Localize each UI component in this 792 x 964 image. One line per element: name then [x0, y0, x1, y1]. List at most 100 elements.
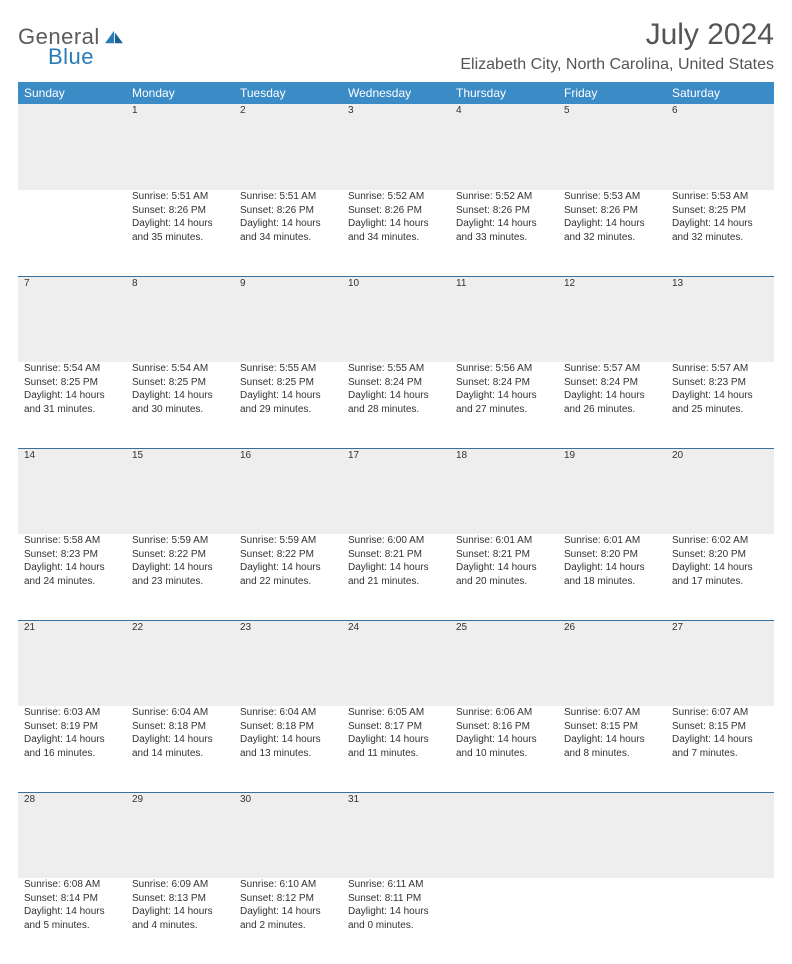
day-cell: Sunrise: 5:53 AMSunset: 8:25 PMDaylight:…	[666, 190, 774, 276]
day-number-cell: 15	[126, 448, 234, 534]
weekday-header: Wednesday	[342, 82, 450, 104]
sunrise-line: Sunrise: 6:09 AM	[132, 878, 228, 892]
day-cell: Sunrise: 5:55 AMSunset: 8:25 PMDaylight:…	[234, 362, 342, 448]
weekday-header: Tuesday	[234, 82, 342, 104]
sunrise-line: Sunrise: 6:05 AM	[348, 706, 444, 720]
sunset-line: Sunset: 8:22 PM	[240, 548, 336, 562]
day-number-cell: 23	[234, 620, 342, 706]
sunset-line: Sunset: 8:25 PM	[132, 376, 228, 390]
day-cell: Sunrise: 6:07 AMSunset: 8:15 PMDaylight:…	[558, 706, 666, 792]
day-number-cell: 31	[342, 792, 450, 878]
sunrise-line: Sunrise: 5:58 AM	[24, 534, 120, 548]
daylight-line: Daylight: 14 hours and 26 minutes.	[564, 389, 660, 416]
daylight-line: Daylight: 14 hours and 34 minutes.	[240, 217, 336, 244]
brand-part2: Blue	[48, 44, 94, 70]
day-number-cell: 12	[558, 276, 666, 362]
sunrise-line: Sunrise: 6:01 AM	[456, 534, 552, 548]
daylight-line: Daylight: 14 hours and 24 minutes.	[24, 561, 120, 588]
weekday-header: Saturday	[666, 82, 774, 104]
weekday-header: Monday	[126, 82, 234, 104]
daylight-line: Daylight: 14 hours and 23 minutes.	[132, 561, 228, 588]
sunrise-line: Sunrise: 5:52 AM	[456, 190, 552, 204]
day-number-cell: 8	[126, 276, 234, 362]
daylight-line: Daylight: 14 hours and 20 minutes.	[456, 561, 552, 588]
day-cell: Sunrise: 6:08 AMSunset: 8:14 PMDaylight:…	[18, 878, 126, 964]
sunset-line: Sunset: 8:25 PM	[672, 204, 768, 218]
day-cell: Sunrise: 5:59 AMSunset: 8:22 PMDaylight:…	[234, 534, 342, 620]
daylight-line: Daylight: 14 hours and 18 minutes.	[564, 561, 660, 588]
sunrise-line: Sunrise: 5:51 AM	[240, 190, 336, 204]
day-cell: Sunrise: 6:03 AMSunset: 8:19 PMDaylight:…	[18, 706, 126, 792]
day-cell: Sunrise: 6:02 AMSunset: 8:20 PMDaylight:…	[666, 534, 774, 620]
daylight-line: Daylight: 14 hours and 30 minutes.	[132, 389, 228, 416]
sunrise-line: Sunrise: 5:51 AM	[132, 190, 228, 204]
sunrise-line: Sunrise: 6:06 AM	[456, 706, 552, 720]
sunset-line: Sunset: 8:15 PM	[564, 720, 660, 734]
sunrise-line: Sunrise: 5:59 AM	[240, 534, 336, 548]
day-number-cell: 1	[126, 104, 234, 190]
day-cell: Sunrise: 6:06 AMSunset: 8:16 PMDaylight:…	[450, 706, 558, 792]
daylight-line: Daylight: 14 hours and 29 minutes.	[240, 389, 336, 416]
calendar-table: SundayMondayTuesdayWednesdayThursdayFrid…	[18, 82, 774, 964]
sunset-line: Sunset: 8:25 PM	[24, 376, 120, 390]
sunset-line: Sunset: 8:20 PM	[672, 548, 768, 562]
day-cell	[450, 878, 558, 964]
weekday-header: Friday	[558, 82, 666, 104]
calendar-head: SundayMondayTuesdayWednesdayThursdayFrid…	[18, 82, 774, 104]
sunset-line: Sunset: 8:16 PM	[456, 720, 552, 734]
weekday-header: Thursday	[450, 82, 558, 104]
day-number-cell: 3	[342, 104, 450, 190]
day-cell	[666, 878, 774, 964]
sunset-line: Sunset: 8:22 PM	[132, 548, 228, 562]
sunset-line: Sunset: 8:12 PM	[240, 892, 336, 906]
calendar-body: 123456 Sunrise: 5:51 AMSunset: 8:26 PMDa…	[18, 104, 774, 964]
day-number-cell: 22	[126, 620, 234, 706]
day-number-cell: 24	[342, 620, 450, 706]
sunset-line: Sunset: 8:17 PM	[348, 720, 444, 734]
day-number-cell: 17	[342, 448, 450, 534]
daylight-line: Daylight: 14 hours and 16 minutes.	[24, 733, 120, 760]
day-number-cell: 9	[234, 276, 342, 362]
day-number-cell: 10	[342, 276, 450, 362]
sunrise-line: Sunrise: 6:03 AM	[24, 706, 120, 720]
sunrise-line: Sunrise: 5:57 AM	[564, 362, 660, 376]
day-cell: Sunrise: 5:56 AMSunset: 8:24 PMDaylight:…	[450, 362, 558, 448]
sunset-line: Sunset: 8:23 PM	[672, 376, 768, 390]
daylight-line: Daylight: 14 hours and 10 minutes.	[456, 733, 552, 760]
daylight-line: Daylight: 14 hours and 35 minutes.	[132, 217, 228, 244]
day-cell	[558, 878, 666, 964]
weekday-header: Sunday	[18, 82, 126, 104]
day-number-cell: 11	[450, 276, 558, 362]
day-number-cell: 26	[558, 620, 666, 706]
day-cell: Sunrise: 5:52 AMSunset: 8:26 PMDaylight:…	[450, 190, 558, 276]
day-number-cell	[450, 792, 558, 878]
daylight-line: Daylight: 14 hours and 25 minutes.	[672, 389, 768, 416]
daylight-line: Daylight: 14 hours and 22 minutes.	[240, 561, 336, 588]
sunrise-line: Sunrise: 6:02 AM	[672, 534, 768, 548]
day-cell: Sunrise: 6:04 AMSunset: 8:18 PMDaylight:…	[234, 706, 342, 792]
daylight-line: Daylight: 14 hours and 0 minutes.	[348, 905, 444, 932]
day-number-cell: 19	[558, 448, 666, 534]
daylight-line: Daylight: 14 hours and 21 minutes.	[348, 561, 444, 588]
daylight-line: Daylight: 14 hours and 5 minutes.	[24, 905, 120, 932]
sunrise-line: Sunrise: 5:59 AM	[132, 534, 228, 548]
sunset-line: Sunset: 8:19 PM	[24, 720, 120, 734]
sunrise-line: Sunrise: 6:10 AM	[240, 878, 336, 892]
sunrise-line: Sunrise: 6:07 AM	[672, 706, 768, 720]
daylight-line: Daylight: 14 hours and 28 minutes.	[348, 389, 444, 416]
sunset-line: Sunset: 8:24 PM	[456, 376, 552, 390]
day-cell	[18, 190, 126, 276]
daylight-line: Daylight: 14 hours and 31 minutes.	[24, 389, 120, 416]
daylight-line: Daylight: 14 hours and 11 minutes.	[348, 733, 444, 760]
sunset-line: Sunset: 8:26 PM	[456, 204, 552, 218]
day-number-cell: 21	[18, 620, 126, 706]
sunrise-line: Sunrise: 5:53 AM	[564, 190, 660, 204]
day-number-cell: 28	[18, 792, 126, 878]
day-number-cell: 2	[234, 104, 342, 190]
day-cell: Sunrise: 5:51 AMSunset: 8:26 PMDaylight:…	[126, 190, 234, 276]
day-number-cell: 27	[666, 620, 774, 706]
day-cell: Sunrise: 6:10 AMSunset: 8:12 PMDaylight:…	[234, 878, 342, 964]
sunset-line: Sunset: 8:18 PM	[240, 720, 336, 734]
sunset-line: Sunset: 8:24 PM	[564, 376, 660, 390]
sunset-line: Sunset: 8:26 PM	[564, 204, 660, 218]
